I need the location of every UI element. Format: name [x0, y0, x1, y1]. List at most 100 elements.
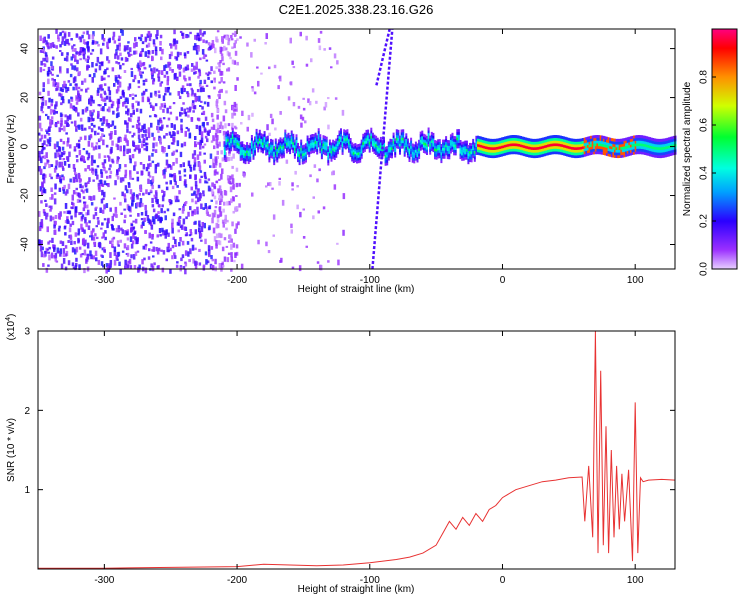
spectrogram-cell	[116, 240, 120, 245]
spectrogram-cell	[144, 244, 147, 250]
spectrogram-cell	[392, 143, 395, 147]
spectrogram-cell	[348, 133, 350, 137]
spectrogram-cell	[230, 38, 234, 41]
spectrogram-cell	[459, 156, 462, 160]
spectrogram-cell	[652, 138, 655, 141]
spectrogram-cell	[325, 144, 328, 148]
spectrogram-cell	[154, 164, 158, 169]
spectrogram-cell	[555, 148, 557, 152]
spectrogram-cell	[566, 137, 569, 141]
spectrogram-cell	[208, 205, 212, 210]
spectrogram-cell	[489, 144, 492, 148]
spectrogram-cell	[67, 183, 71, 190]
spectrogram-cell	[109, 207, 112, 212]
spectrogram-cell	[594, 145, 597, 149]
spectrogram-cell	[75, 108, 78, 113]
spectrogram-cell	[247, 144, 250, 148]
spectrogram-cell	[116, 44, 119, 50]
spectrogram-cell	[82, 49, 85, 56]
spectrogram-cell	[139, 198, 143, 204]
spectrogram-cell	[664, 143, 667, 147]
spectrogram-cell	[583, 140, 586, 144]
spectrogram-cell	[558, 151, 561, 155]
spectrogram-cell	[78, 199, 82, 203]
spectrogram-cell	[250, 145, 253, 149]
spectrogram-cell	[387, 141, 390, 145]
spectrogram-cell	[205, 209, 209, 215]
spectrogram-cell	[660, 144, 663, 148]
spectrogram-cell	[48, 97, 51, 103]
spectrogram-cell	[162, 229, 165, 236]
spectrogram-cell	[260, 138, 263, 142]
spectrogram-cell	[101, 209, 105, 214]
spectrogram-cell	[378, 144, 381, 148]
spectrogram-cell	[137, 101, 140, 106]
spectrogram-cell	[252, 140, 255, 144]
spectrogram-cell	[207, 206, 210, 209]
spectrogram-cell	[601, 138, 604, 142]
spectrogram-cell	[161, 124, 164, 129]
spectrogram-cell	[634, 151, 637, 155]
spectrogram-cell	[205, 259, 208, 265]
spectrogram-cell	[354, 156, 357, 160]
spectrogram-cell	[445, 152, 448, 156]
spectrogram-cell	[107, 263, 111, 267]
spectrogram-cell	[230, 244, 233, 250]
spectrogram-cell	[492, 144, 495, 148]
spectrogram-cell	[126, 97, 129, 101]
spectrogram-cell	[580, 154, 583, 158]
spectrogram-cell	[285, 142, 288, 146]
spectrogram-cell	[239, 141, 242, 145]
spectrogram-cell	[395, 134, 398, 138]
spectrogram-cell	[302, 97, 305, 100]
spectrogram-cell	[462, 141, 465, 145]
spectrogram-cell	[209, 165, 212, 168]
spectrogram-cell	[628, 150, 631, 154]
spectrogram-cell	[111, 238, 114, 243]
spectrogram-cell	[521, 141, 524, 145]
spectrogram-cell	[86, 30, 89, 35]
spectrogram-cell	[273, 156, 276, 160]
spectrogram-cell	[449, 134, 452, 138]
spectrogram-cell	[348, 147, 350, 150]
spectrogram-cell	[47, 115, 50, 120]
spectrogram-cell	[583, 153, 586, 157]
spectrogram-y-tick-label: 40	[20, 43, 31, 55]
spectrogram-cell	[244, 155, 247, 159]
spectrogram-cell	[64, 203, 68, 209]
spectrogram-cell	[126, 148, 129, 154]
spectrogram-cell	[235, 251, 239, 256]
spectrogram-cell	[247, 158, 250, 162]
spectrogram-cell	[438, 149, 441, 153]
spectrogram-cell	[486, 149, 489, 153]
spectrogram-cell	[335, 144, 338, 147]
spectrogram-cell	[405, 144, 408, 148]
spectrogram-cell	[430, 139, 433, 143]
spectrogram-cell	[561, 152, 564, 156]
spectrogram-cell	[45, 129, 48, 132]
spectrogram-cell	[116, 107, 119, 112]
spectrogram-cell	[515, 151, 518, 155]
spectrogram-cell	[170, 174, 174, 178]
spectrogram-x-label: Height of straight line (km)	[298, 284, 415, 295]
spectrogram-cell	[117, 55, 120, 60]
spectrogram-cell	[583, 143, 586, 146]
spectrogram-cell	[615, 152, 618, 156]
spectrogram-cell	[523, 145, 526, 148]
spectrogram-cell	[181, 85, 185, 92]
spectrogram-cell	[59, 240, 63, 244]
spectrogram-cell	[231, 122, 234, 127]
spectrogram-cell	[349, 140, 352, 144]
spectrogram-cell	[617, 147, 620, 150]
spectrogram-cell	[500, 142, 503, 146]
spectrogram-cell	[602, 135, 605, 139]
spectrogram-cell	[500, 150, 503, 154]
spectrogram-cell	[129, 47, 132, 53]
spectrogram-cell	[136, 250, 140, 253]
spectrogram-cell	[249, 150, 252, 154]
spectrogram-cell	[311, 134, 314, 137]
spectrogram-cell	[196, 190, 199, 195]
spectrogram-cell	[301, 161, 304, 165]
spectrogram-cell	[191, 103, 195, 109]
spectrogram-cell	[130, 113, 133, 118]
